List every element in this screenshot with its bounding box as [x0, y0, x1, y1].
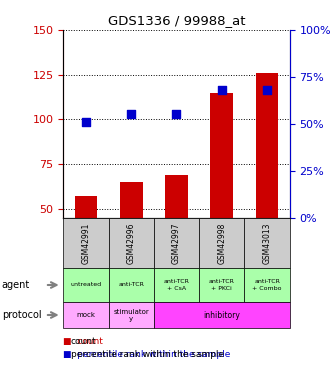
- Bar: [210, 93, 233, 218]
- Text: mock: mock: [76, 312, 96, 318]
- Point: [83, 119, 89, 125]
- Point: [264, 87, 270, 93]
- Text: untreated: untreated: [70, 282, 102, 288]
- Text: percentile rank within the sample: percentile rank within the sample: [71, 350, 224, 359]
- Point: [129, 111, 134, 117]
- Bar: [75, 196, 97, 217]
- Text: stimulator
y: stimulator y: [113, 309, 149, 321]
- Bar: [165, 175, 188, 217]
- Text: GSM42996: GSM42996: [127, 222, 136, 264]
- Text: agent: agent: [2, 280, 30, 290]
- Text: GDS1336 / 99988_at: GDS1336 / 99988_at: [108, 14, 245, 27]
- Text: anti-TCR
+ Combo: anti-TCR + Combo: [252, 279, 282, 291]
- Text: GSM42991: GSM42991: [81, 222, 91, 264]
- Text: inhibitory: inhibitory: [203, 310, 240, 320]
- Text: anti-TCR: anti-TCR: [118, 282, 144, 288]
- Text: anti-TCR
+ CsA: anti-TCR + CsA: [164, 279, 189, 291]
- Point: [219, 87, 224, 93]
- Text: protocol: protocol: [2, 310, 41, 320]
- Text: ■  count: ■ count: [63, 337, 103, 346]
- Point: [174, 111, 179, 117]
- Text: GSM42998: GSM42998: [217, 222, 226, 264]
- Text: count: count: [71, 337, 96, 346]
- Text: anti-TCR
+ PKCi: anti-TCR + PKCi: [209, 279, 235, 291]
- Bar: [256, 73, 278, 217]
- Text: GSM42997: GSM42997: [172, 222, 181, 264]
- Bar: [120, 182, 143, 218]
- Text: ■  percentile rank within the sample: ■ percentile rank within the sample: [63, 350, 231, 359]
- Text: GSM43013: GSM43013: [262, 222, 272, 264]
